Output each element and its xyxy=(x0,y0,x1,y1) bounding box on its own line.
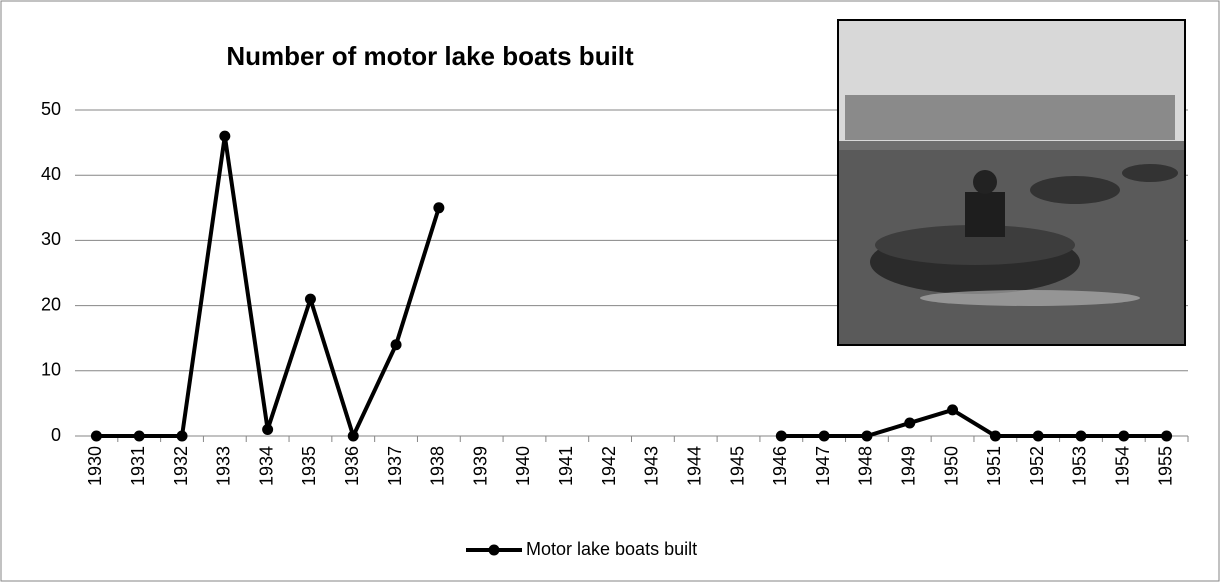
point xyxy=(134,431,145,442)
y-tick-label: 0 xyxy=(51,425,61,445)
point xyxy=(861,431,872,442)
x-tick-label: 1931 xyxy=(128,446,148,486)
x-tick-label: 1948 xyxy=(856,446,876,486)
x-tick-label: 1936 xyxy=(342,446,362,486)
x-tick-label: 1930 xyxy=(85,446,105,486)
x-tick-label: 1947 xyxy=(813,446,833,486)
point xyxy=(219,131,230,142)
point xyxy=(947,404,958,415)
x-tick-label: 1941 xyxy=(556,446,576,486)
chart: Number of motor lake boats built 0 10 20 30… xyxy=(0,0,1221,583)
y-tick-label: 20 xyxy=(41,294,61,314)
point xyxy=(1033,431,1044,442)
point xyxy=(262,424,273,435)
x-tick-label: 1932 xyxy=(171,446,191,486)
x-tick-label: 1934 xyxy=(256,446,276,486)
point xyxy=(904,417,915,428)
point xyxy=(776,431,787,442)
x-tick-label: 1943 xyxy=(642,446,662,486)
x-tick-label: 1940 xyxy=(513,446,533,486)
y-tick-label: 40 xyxy=(41,164,61,184)
point xyxy=(1118,431,1129,442)
x-tick-label: 1938 xyxy=(428,446,448,486)
x-tick-label: 1937 xyxy=(385,446,405,486)
x-tick-label: 1939 xyxy=(470,446,490,486)
point xyxy=(348,431,359,442)
y-tick-label: 10 xyxy=(41,360,61,380)
point xyxy=(990,431,1001,442)
x-tick-label: 1933 xyxy=(214,446,234,486)
y-tick-label: 50 xyxy=(41,99,61,119)
point xyxy=(177,431,188,442)
photo xyxy=(838,20,1185,345)
legend-label: Motor lake boats built xyxy=(526,539,697,559)
chart-title: Number of motor lake boats built xyxy=(226,41,634,71)
x-tick-label: 1953 xyxy=(1070,446,1090,486)
x-tick-label: 1951 xyxy=(984,446,1004,486)
x-tick-label: 1944 xyxy=(684,446,704,486)
x-tick-label: 1935 xyxy=(299,446,319,486)
point xyxy=(819,431,830,442)
x-tick-label: 1942 xyxy=(599,446,619,486)
y-tick-label: 30 xyxy=(41,229,61,249)
point xyxy=(1161,431,1172,442)
x-tick-label: 1955 xyxy=(1155,446,1175,486)
x-tick-label: 1950 xyxy=(941,446,961,486)
x-tick-label: 1945 xyxy=(727,446,747,486)
x-tick-label: 1954 xyxy=(1113,446,1133,486)
point xyxy=(91,431,102,442)
point xyxy=(433,202,444,213)
x-tick-label: 1949 xyxy=(899,446,919,486)
point xyxy=(1075,431,1086,442)
point xyxy=(391,339,402,350)
x-tick-label: 1946 xyxy=(770,446,790,486)
x-tick-label: 1952 xyxy=(1027,446,1047,486)
legend-marker xyxy=(489,545,500,556)
point xyxy=(305,294,316,305)
